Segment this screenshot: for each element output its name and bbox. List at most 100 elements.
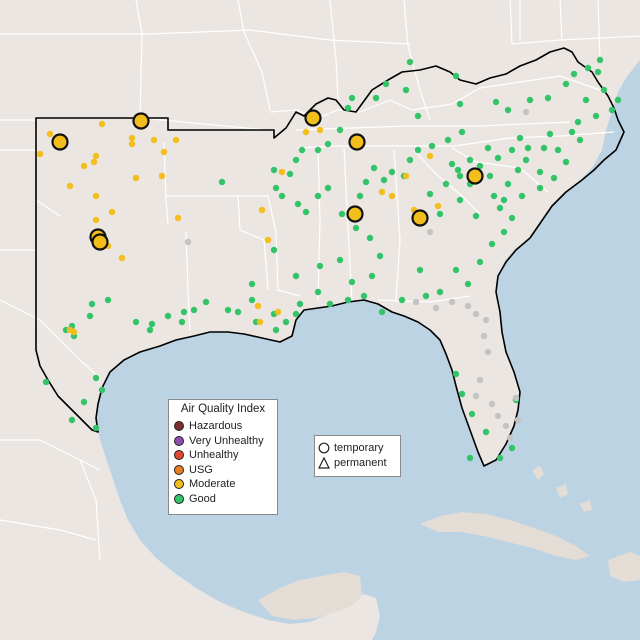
good-sensor-point[interactable]	[380, 176, 388, 184]
good-sensor-point[interactable]	[436, 210, 444, 218]
good-sensor-point[interactable]	[594, 68, 602, 76]
good-sensor-point[interactable]	[568, 128, 576, 136]
good-sensor-point[interactable]	[178, 318, 186, 326]
good-sensor-point[interactable]	[388, 168, 396, 176]
moderate-sensor-point[interactable]	[172, 136, 180, 144]
no-data-sensor-point[interactable]	[480, 332, 488, 340]
good-sensor-point[interactable]	[416, 266, 424, 274]
moderate-sensor-point[interactable]	[90, 158, 98, 166]
moderate-sensor-point[interactable]	[316, 126, 324, 134]
moderate-sensor-point[interactable]	[278, 168, 286, 176]
moderate-monitor-markers[interactable]	[51, 109, 484, 251]
good-sensor-point[interactable]	[454, 166, 462, 174]
good-sensor-point[interactable]	[494, 154, 502, 162]
moderate-sensor-point[interactable]	[254, 302, 262, 310]
good-sensor-point[interactable]	[344, 104, 352, 112]
moderate-sensor-point[interactable]	[174, 214, 182, 222]
good-sensor-point[interactable]	[546, 130, 554, 138]
good-sensor-point[interactable]	[414, 112, 422, 120]
good-sensor-point[interactable]	[490, 192, 498, 200]
no-data-sensor-point[interactable]	[412, 298, 420, 306]
good-sensor-point[interactable]	[482, 428, 490, 436]
good-sensor-point[interactable]	[356, 192, 364, 200]
moderate-sensor-point[interactable]	[98, 120, 106, 128]
good-sensor-point[interactable]	[508, 146, 516, 154]
good-sensor-point[interactable]	[466, 156, 474, 164]
no-data-sensor-point[interactable]	[426, 228, 434, 236]
good-sensor-point[interactable]	[550, 174, 558, 182]
good-sensor-point[interactable]	[314, 192, 322, 200]
good-sensor-point[interactable]	[218, 178, 226, 186]
good-sensor-point[interactable]	[544, 94, 552, 102]
good-sensor-point[interactable]	[522, 156, 530, 164]
good-sensor-point[interactable]	[366, 234, 374, 242]
good-sensor-point[interactable]	[68, 416, 76, 424]
moderate-sensor-point[interactable]	[264, 236, 272, 244]
no-data-sensor-point[interactable]	[522, 108, 530, 116]
good-sensor-point[interactable]	[92, 374, 100, 382]
good-sensor-point[interactable]	[406, 58, 414, 66]
moderate-monitor-sensor-point[interactable]	[346, 205, 364, 223]
good-sensor-point[interactable]	[376, 252, 384, 260]
moderate-sensor-point[interactable]	[132, 174, 140, 182]
good-sensor-point[interactable]	[398, 296, 406, 304]
good-sensor-point[interactable]	[282, 318, 290, 326]
moderate-sensor-point[interactable]	[150, 136, 158, 144]
moderate-sensor-point[interactable]	[426, 152, 434, 160]
good-sensor-point[interactable]	[368, 272, 376, 280]
moderate-sensor-point[interactable]	[274, 308, 282, 316]
moderate-sensor-point[interactable]	[434, 202, 442, 210]
good-sensor-point[interactable]	[42, 378, 50, 386]
good-sensor-point[interactable]	[574, 118, 582, 126]
moderate-sensor-point[interactable]	[92, 192, 100, 200]
good-sensor-point[interactable]	[456, 172, 464, 180]
good-sensor-point[interactable]	[554, 146, 562, 154]
good-sensor-point[interactable]	[518, 192, 526, 200]
good-sensor-point[interactable]	[584, 64, 592, 72]
no-data-sensor-point[interactable]	[494, 412, 502, 420]
good-sensor-point[interactable]	[80, 398, 88, 406]
good-sensor-point[interactable]	[324, 140, 332, 148]
good-sensor-point[interactable]	[294, 200, 302, 208]
good-sensor-point[interactable]	[562, 158, 570, 166]
good-sensor-point[interactable]	[492, 98, 500, 106]
good-sensor-point[interactable]	[452, 72, 460, 80]
good-sensor-point[interactable]	[508, 214, 516, 222]
good-sensor-points[interactable]	[42, 56, 622, 462]
good-sensor-point[interactable]	[98, 386, 106, 394]
moderate-sensor-point[interactable]	[402, 172, 410, 180]
good-sensor-point[interactable]	[336, 126, 344, 134]
good-sensor-point[interactable]	[352, 224, 360, 232]
good-sensor-point[interactable]	[504, 180, 512, 188]
moderate-sensor-point[interactable]	[80, 162, 88, 170]
moderate-sensor-point[interactable]	[160, 148, 168, 156]
good-sensor-point[interactable]	[248, 296, 256, 304]
moderate-sensor-point[interactable]	[378, 188, 386, 196]
no-data-sensor-point[interactable]	[514, 416, 522, 424]
good-sensor-point[interactable]	[456, 196, 464, 204]
good-sensor-point[interactable]	[378, 308, 386, 316]
no-data-sensor-points[interactable]	[184, 108, 530, 442]
no-data-sensor-point[interactable]	[472, 392, 480, 400]
good-sensor-point[interactable]	[86, 312, 94, 320]
good-sensor-point[interactable]	[596, 56, 604, 64]
good-sensor-point[interactable]	[516, 134, 524, 142]
good-sensor-point[interactable]	[348, 278, 356, 286]
good-sensor-point[interactable]	[296, 300, 304, 308]
good-sensor-point[interactable]	[562, 80, 570, 88]
good-sensor-point[interactable]	[164, 312, 172, 320]
good-sensor-point[interactable]	[286, 170, 294, 178]
good-sensor-point[interactable]	[202, 298, 210, 306]
moderate-monitor-sensor-point[interactable]	[91, 233, 109, 251]
good-sensor-point[interactable]	[428, 142, 436, 150]
no-data-sensor-point[interactable]	[184, 238, 192, 246]
no-data-sensor-point[interactable]	[488, 400, 496, 408]
good-sensor-point[interactable]	[452, 370, 460, 378]
good-sensor-point[interactable]	[476, 162, 484, 170]
good-sensor-point[interactable]	[270, 246, 278, 254]
good-sensor-point[interactable]	[326, 300, 334, 308]
good-sensor-point[interactable]	[536, 168, 544, 176]
good-sensor-point[interactable]	[104, 296, 112, 304]
good-sensor-point[interactable]	[422, 292, 430, 300]
moderate-sensor-point[interactable]	[258, 206, 266, 214]
